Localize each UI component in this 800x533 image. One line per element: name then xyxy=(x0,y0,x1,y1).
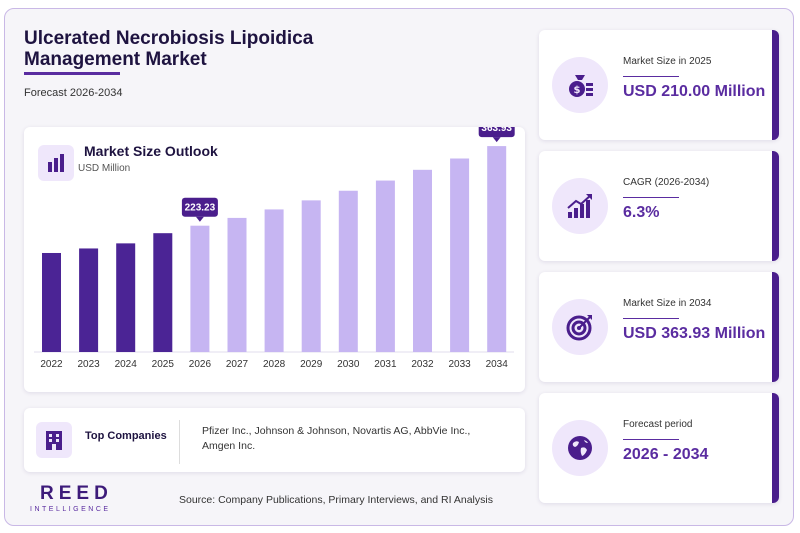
brand-logo-subtitle: INTELLIGENCE xyxy=(30,506,111,513)
money-bag-icon: $ xyxy=(552,57,608,113)
divider xyxy=(179,420,180,464)
stat-value: 2026 - 2034 xyxy=(623,446,709,463)
top-companies-list: Pfizer Inc., Johnson & Johnson, Novartis… xyxy=(202,425,471,452)
chart-title: Market Size Outlook xyxy=(84,143,218,159)
stat-rule xyxy=(623,318,679,319)
building-icon xyxy=(36,422,72,458)
x-tick-label: 2025 xyxy=(152,359,175,370)
bar-2034 xyxy=(487,146,507,352)
source-note: Source: Company Publications, Primary In… xyxy=(179,494,493,506)
bar-2024 xyxy=(116,243,136,352)
bar-chart: 2022 2023 2024 2025 2026 2027 2028 2029 2030 2031… xyxy=(34,127,515,370)
x-tick-label: 2032 xyxy=(411,359,434,370)
stat-label: CAGR (2026-2034) xyxy=(623,177,710,188)
stat-label: Market Size in 2025 xyxy=(623,56,712,67)
x-tick-label: 2028 xyxy=(263,359,286,370)
bar-chart-icon xyxy=(38,145,74,181)
card-accent xyxy=(772,272,779,382)
bar-2026 xyxy=(190,225,210,352)
x-tick-label: 2022 xyxy=(40,359,63,370)
bar-2032 xyxy=(413,169,432,352)
callout-pointer xyxy=(492,137,501,143)
x-tick-label: 2026 xyxy=(189,359,212,370)
x-tick-label: 2034 xyxy=(486,359,509,370)
stat-label: Forecast period xyxy=(623,419,693,430)
stat-card-cagr: CAGR (2026-2034) 6.3% xyxy=(539,151,779,261)
target-icon xyxy=(552,299,608,355)
growth-chart-icon xyxy=(552,178,608,234)
page-title: Ulcerated Necrobiosis Lipoidica Manageme… xyxy=(24,28,314,70)
bar-2028 xyxy=(264,209,284,352)
bar-2027 xyxy=(227,217,247,352)
stat-card-market-2025: $ Market Size in 2025 USD 210.00 Million xyxy=(539,30,779,140)
callout-2026: 223.23 xyxy=(181,197,218,222)
callout-box xyxy=(181,197,218,217)
globe-icon xyxy=(552,420,608,476)
page-subtitle: Forecast 2026-2034 xyxy=(24,87,123,99)
data-label: 223.23 xyxy=(185,203,216,214)
stat-value: USD 363.93 Million xyxy=(623,325,766,342)
brand-logo: REED xyxy=(40,483,113,504)
stat-card-market-2034: Market Size in 2034 USD 363.93 Million xyxy=(539,272,779,382)
x-tick-label: 2024 xyxy=(115,359,138,370)
card-accent xyxy=(772,393,779,503)
stat-value: 6.3% xyxy=(623,204,660,221)
x-tick-label: 2033 xyxy=(448,359,471,370)
x-tick-label: 2029 xyxy=(300,359,323,370)
x-tick-label: 2030 xyxy=(337,359,360,370)
x-tick-label: 2027 xyxy=(226,359,249,370)
bar-2022 xyxy=(42,252,61,352)
bar-2029 xyxy=(301,200,321,352)
chart-card: Market Size Outlook USD Million 2022 2023… xyxy=(24,127,525,392)
callout-2034: 363.93 xyxy=(478,127,515,143)
title-underline xyxy=(24,72,120,75)
bar-2031 xyxy=(375,180,395,352)
card-accent xyxy=(772,151,779,261)
callout-box xyxy=(478,127,515,138)
stat-card-forecast-period: Forecast period 2026 - 2034 xyxy=(539,393,779,503)
callout-pointer xyxy=(195,216,204,222)
stat-rule xyxy=(623,197,679,198)
bar-2023 xyxy=(79,248,99,352)
card-accent xyxy=(772,30,779,140)
top-companies-card: Top Companies Pfizer Inc., Johnson & Joh… xyxy=(24,408,525,472)
x-tick-label: 2023 xyxy=(77,359,100,370)
chart-unit: USD Million xyxy=(78,163,131,174)
bar-2025 xyxy=(153,233,173,352)
stat-value: USD 210.00 Million xyxy=(623,83,766,100)
bar-2030 xyxy=(338,190,358,352)
top-companies-label: Top Companies xyxy=(85,430,167,442)
bar-2033 xyxy=(450,158,470,352)
stat-rule xyxy=(623,76,679,77)
data-label: 363.93 xyxy=(481,127,512,134)
x-tick-label: 2031 xyxy=(374,359,397,370)
stat-label: Market Size in 2034 xyxy=(623,298,712,309)
svg-text:$: $ xyxy=(574,85,581,96)
stat-rule xyxy=(623,439,679,440)
